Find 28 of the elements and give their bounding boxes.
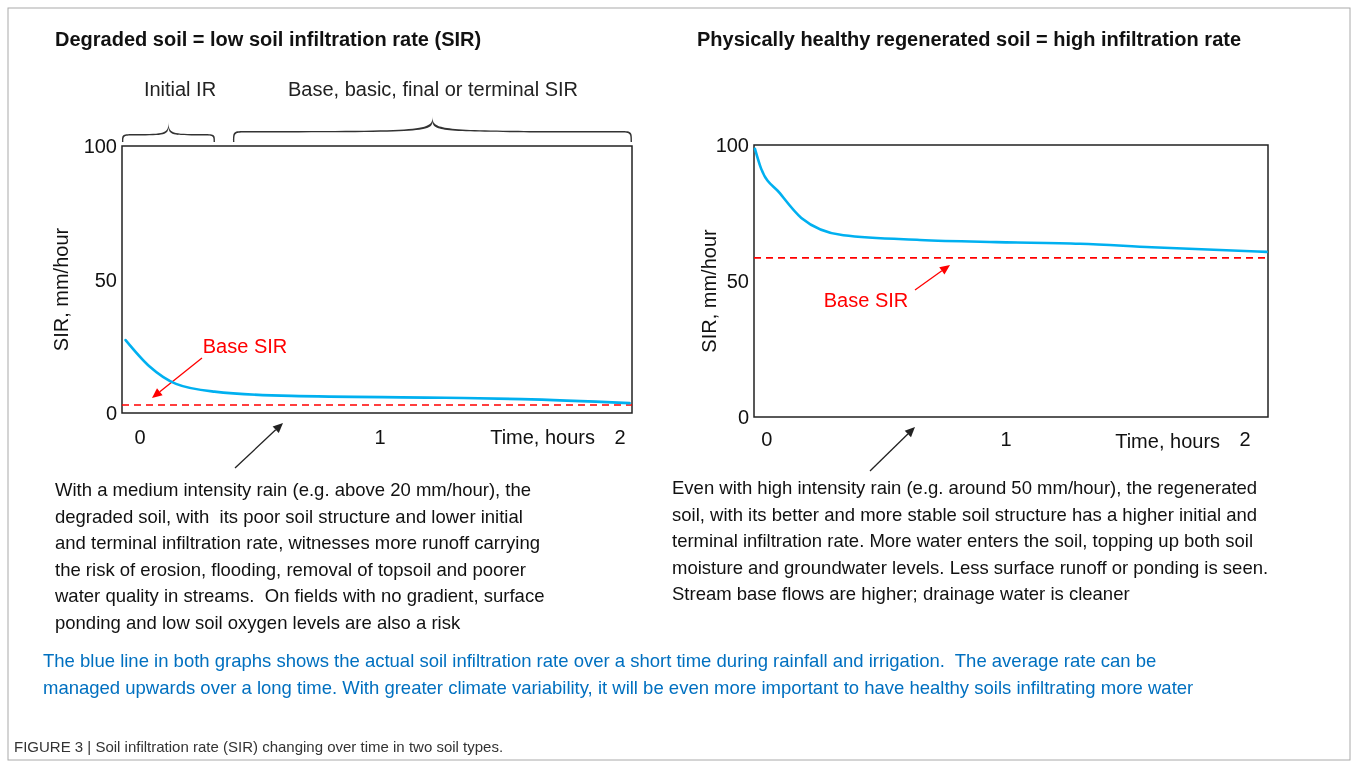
ref-line-label: Base SIR xyxy=(202,335,288,357)
y-tick-label: 100 xyxy=(83,135,117,157)
x-axis-title: Time, hours xyxy=(490,426,595,448)
x-tick-label: 0 xyxy=(761,428,773,450)
x-tick-label: 1 xyxy=(1000,428,1012,450)
y-tick-label: 0 xyxy=(105,402,117,424)
y-axis-title: SIR, mm/hour xyxy=(50,227,72,352)
x-tick-label: 0 xyxy=(134,426,146,448)
text: With a medium intensity rain (e.g. above 20 mm/hour), the degraded soil, with its poor soil structure and lower initial and terminal infiltration rate, witnesses more runoff carrying the risk of erosion, flooding, removal of topsoil and poorer water quality in streams. On fields with no gradient, surface ponding and low soil oxygen levels are also a risk xyxy=(54,479,545,633)
x-tick-label: 1 xyxy=(374,426,386,448)
y-tick-label: 0 xyxy=(737,406,749,428)
ref-line-label: Base SIR xyxy=(823,289,909,311)
chart-title: Degraded soil = low soil infiltration rate (SIR) xyxy=(55,28,482,50)
x-axis-title: Time, hours xyxy=(1115,430,1221,452)
line-series xyxy=(753,147,1268,254)
caption: FIGURE 3 | Soil infiltration rate (SIR) changing over time in two soil types. xyxy=(14,738,504,755)
x-tick-label: 2 xyxy=(614,426,626,448)
text: The blue line in both graphs shows the actual soil infiltration rate over a short time during rainfall and irrigation. The average rate can be managed upwards over a long time. With greater climate variability, it will be even more important to have healthy soils infiltrating more water xyxy=(43,650,1194,698)
text: Base, basic, final or terminal SIR xyxy=(287,78,579,100)
line-series xyxy=(124,338,631,405)
y-axis-title: SIR, mm/hour xyxy=(698,228,720,353)
y-tick-label: 50 xyxy=(94,268,117,291)
text: Even with high intensity rain (e.g. around 50 mm/hour), the regenerated soil, with its better and more stable soil structure has a higher initial and terminal infiltration rate. More water enters the soil, topping up both soil moisture and groundwater levels. Less surface runoff or ponding is seen. Stream base flows are higher; drainage water is cleaner xyxy=(672,477,1269,604)
y-tick-label: 50 xyxy=(726,270,749,292)
y-tick-label: 100 xyxy=(715,134,749,156)
chart-title: Physically healthy regenerated soil = high infiltration rate xyxy=(697,28,1242,50)
text: Initial IR xyxy=(143,78,217,100)
x-tick-label: 2 xyxy=(1239,428,1251,450)
